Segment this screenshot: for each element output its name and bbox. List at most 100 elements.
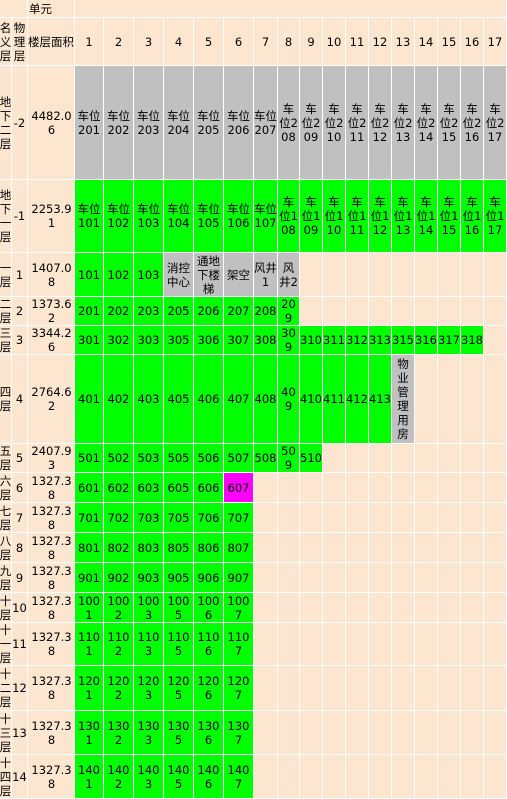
unit-cell: 车位202 xyxy=(104,66,134,180)
unit-number: 1 xyxy=(75,18,104,66)
floor-name: 一层 xyxy=(0,253,12,297)
empty-cell xyxy=(278,473,300,503)
empty-cell xyxy=(300,755,323,799)
unit-cell: 601 xyxy=(75,473,104,503)
unit-cell: 物业管理用房 xyxy=(392,355,415,444)
unit-cell: 905 xyxy=(164,563,194,593)
unit-number: 3 xyxy=(134,18,164,66)
floor-area: 1327.38 xyxy=(28,755,75,799)
empty-cell xyxy=(278,666,300,711)
empty-cell xyxy=(415,755,438,799)
empty-cell xyxy=(369,444,392,473)
floor-area: 1327.38 xyxy=(28,711,75,755)
empty-cell xyxy=(346,253,369,297)
empty-cell xyxy=(346,623,369,666)
empty-cell xyxy=(438,473,461,503)
unit-cell: 车位209 xyxy=(300,66,323,180)
empty-cell xyxy=(415,711,438,755)
unit-cell: 311 xyxy=(323,326,346,355)
unit-cell: 1101 xyxy=(75,623,104,666)
empty-cell xyxy=(278,755,300,799)
unit-cell: 车位117 xyxy=(484,180,507,253)
empty-cell xyxy=(323,563,346,593)
empty-cell xyxy=(346,503,369,533)
unit-cell: 1102 xyxy=(104,623,134,666)
unit-cell: 1403 xyxy=(134,755,164,799)
empty-cell xyxy=(300,623,323,666)
empty-cell xyxy=(415,297,438,326)
empty-cell xyxy=(415,563,438,593)
empty-cell xyxy=(300,253,323,297)
empty-cell xyxy=(346,473,369,503)
empty-cell xyxy=(415,473,438,503)
unit-cell: 310 xyxy=(300,326,323,355)
unit-cell: 408 xyxy=(254,355,278,444)
unit-cell: 1205 xyxy=(164,666,194,711)
empty-cell xyxy=(484,755,507,799)
unit-number: 7 xyxy=(254,18,278,66)
empty-cell xyxy=(438,593,461,623)
empty-cell xyxy=(461,623,484,666)
empty-cell xyxy=(392,563,415,593)
empty-cell xyxy=(415,503,438,533)
floor-area: 1327.38 xyxy=(28,666,75,711)
empty-cell xyxy=(254,563,278,593)
empty-cell xyxy=(300,503,323,533)
empty-cell xyxy=(438,253,461,297)
unit-cell: 车位212 xyxy=(369,66,392,180)
unit-number: 14 xyxy=(415,18,438,66)
empty-cell xyxy=(369,711,392,755)
unit-cell: 907 xyxy=(224,563,254,593)
unit-cell: 701 xyxy=(75,503,104,533)
unit-cell: 车位204 xyxy=(164,66,194,180)
unit-cell: 505 xyxy=(164,444,194,473)
physical-floor: 6 xyxy=(12,473,28,503)
unit-number: 10 xyxy=(323,18,346,66)
floor-name: 地下二层 xyxy=(0,66,12,180)
unit-cell: 1401 xyxy=(75,755,104,799)
unit-cell: 车位106 xyxy=(224,180,254,253)
empty-cell xyxy=(461,253,484,297)
unit-cell: 202 xyxy=(104,297,134,326)
empty-cell xyxy=(484,503,507,533)
empty-cell xyxy=(323,623,346,666)
unit-cell: 303 xyxy=(134,326,164,355)
unit-cell: 1406 xyxy=(194,755,224,799)
unit-cell: 1002 xyxy=(104,593,134,623)
unit-cell: 603 xyxy=(134,473,164,503)
empty-cell xyxy=(392,444,415,473)
empty-cell xyxy=(461,593,484,623)
empty-cell xyxy=(438,297,461,326)
empty-cell xyxy=(415,623,438,666)
empty-cell xyxy=(254,503,278,533)
unit-cell: 201 xyxy=(75,297,104,326)
unit-cell: 401 xyxy=(75,355,104,444)
unit-cell: 102 xyxy=(104,253,134,297)
floor-name: 十二层 xyxy=(0,666,12,711)
empty-cell xyxy=(461,563,484,593)
unit-cell: 315 xyxy=(392,326,415,355)
unit-cell: 风井2 xyxy=(278,253,300,297)
empty-cell xyxy=(392,297,415,326)
unit-cell: 706 xyxy=(194,503,224,533)
unit-cell: 309 xyxy=(278,326,300,355)
empty-cell xyxy=(300,563,323,593)
empty-cell xyxy=(300,711,323,755)
empty-cell xyxy=(438,355,461,444)
empty-cell xyxy=(369,297,392,326)
floor-area: 2764.62 xyxy=(28,355,75,444)
floor-area: 2253.91 xyxy=(28,180,75,253)
unit-cell: 1107 xyxy=(224,623,254,666)
empty-cell xyxy=(300,297,323,326)
floor-name: 二层 xyxy=(0,297,12,326)
unit-cell: 1405 xyxy=(164,755,194,799)
physical-floor: 8 xyxy=(12,533,28,563)
physical-floor: 9 xyxy=(12,563,28,593)
unit-cell: 802 xyxy=(104,533,134,563)
unit-cell: 通地下楼梯 xyxy=(194,253,224,297)
unit-cell: 205 xyxy=(164,297,194,326)
unit-cell: 车位207 xyxy=(254,66,278,180)
unit-cell: 805 xyxy=(164,533,194,563)
empty-cell xyxy=(300,593,323,623)
empty-cell xyxy=(323,297,346,326)
